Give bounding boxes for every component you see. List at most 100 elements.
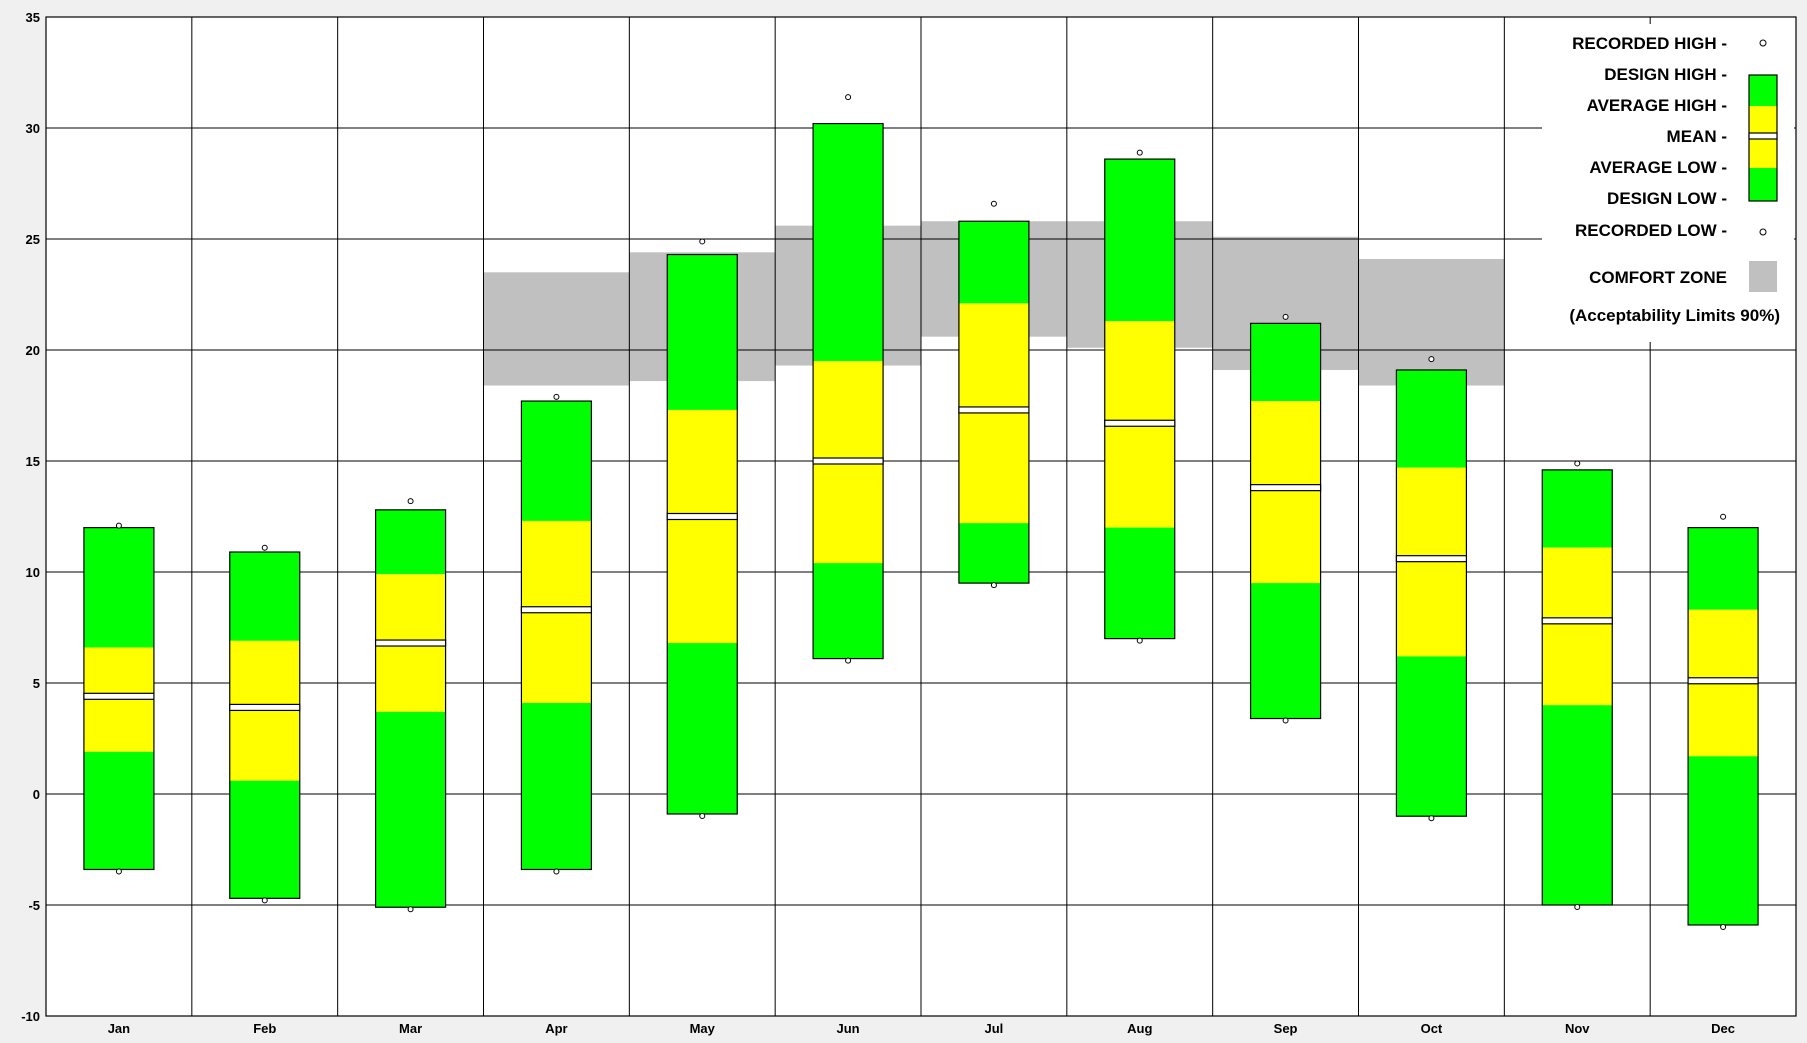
design-low-bar-jun bbox=[813, 563, 884, 659]
mean-marker-feb bbox=[229, 703, 301, 712]
y-tick-label: 35 bbox=[26, 10, 40, 25]
recorded-low-point-jul bbox=[990, 582, 997, 589]
mean-marker-aug bbox=[1104, 419, 1176, 427]
design-low-bar-oct bbox=[1396, 656, 1467, 817]
recorded-low-point-nov bbox=[1574, 904, 1581, 910]
y-tick-label: 15 bbox=[26, 454, 40, 469]
legend-label-acceptability: (Acceptability Limits 90%) bbox=[1569, 306, 1780, 325]
legend-average-low-swatch bbox=[1749, 136, 1777, 168]
legend-mean-swatch bbox=[1748, 132, 1778, 140]
recorded-high-point-feb bbox=[261, 544, 268, 551]
design-low-bar-nov bbox=[1542, 705, 1613, 905]
legend-label-average-high: AVERAGE HIGH - bbox=[1587, 96, 1727, 115]
recorded-high-point-may bbox=[699, 238, 706, 245]
mean-marker-sep bbox=[1249, 484, 1322, 492]
design-high-bar-sep bbox=[1250, 323, 1321, 402]
recorded-low-point-dec bbox=[1720, 923, 1727, 930]
x-tick-label-sep: Sep bbox=[1274, 1021, 1298, 1036]
y-tick-label: 30 bbox=[26, 121, 40, 136]
design-high-bar-jun bbox=[813, 123, 884, 362]
x-tick-label-jun: Jun bbox=[837, 1021, 860, 1036]
design-low-bar-dec bbox=[1688, 756, 1759, 925]
mean-marker-oct bbox=[1395, 555, 1468, 563]
mean-marker-dec bbox=[1687, 677, 1759, 685]
plot-border bbox=[45, 16, 1797, 1017]
recorded-low-point-jun bbox=[845, 657, 852, 664]
recorded-high-point-dec bbox=[1720, 513, 1727, 520]
recorded-high-point-mar bbox=[407, 498, 414, 505]
x-tick-label-oct: Oct bbox=[1421, 1021, 1443, 1036]
mean-marker-jun bbox=[812, 457, 884, 465]
legend-recorded-high-swatch bbox=[1759, 39, 1767, 47]
average-range-bar-nov bbox=[1542, 547, 1613, 706]
design-low-bar-mar bbox=[375, 711, 446, 908]
mean-marker-may bbox=[666, 512, 738, 521]
design-low-bar-jul bbox=[958, 523, 1029, 584]
design-low-bar-apr bbox=[521, 702, 592, 870]
comfort-zone-band-apr bbox=[483, 272, 630, 386]
legend-label-recorded-low: RECORDED LOW - bbox=[1575, 221, 1727, 240]
recorded-low-point-feb bbox=[261, 897, 268, 904]
mean-marker-nov bbox=[1541, 617, 1613, 625]
y-tick-label: 0 bbox=[33, 787, 40, 802]
y-tick-label: -5 bbox=[28, 898, 40, 913]
y-tick-label: 10 bbox=[26, 565, 40, 580]
comfort-zone-band-oct bbox=[1358, 258, 1505, 386]
mean-marker-apr bbox=[520, 606, 593, 614]
y-tick-label: 5 bbox=[33, 676, 40, 691]
legend-label-design-high: DESIGN HIGH - bbox=[1604, 65, 1727, 84]
legend-design-high-swatch bbox=[1749, 75, 1777, 106]
x-tick-label-feb: Feb bbox=[253, 1021, 276, 1036]
recorded-high-point-apr bbox=[553, 393, 560, 400]
legend: RECORDED HIGH - DESIGN HIGH - AVERAGE HI… bbox=[1542, 24, 1794, 342]
legend-comfort-zone-swatch bbox=[1749, 261, 1777, 292]
design-low-bar-sep bbox=[1250, 583, 1321, 719]
design-low-bar-feb bbox=[229, 780, 300, 899]
recorded-low-point-apr bbox=[553, 868, 560, 875]
recorded-high-point-nov bbox=[1574, 460, 1581, 467]
mean-marker-jan bbox=[83, 692, 155, 700]
recorded-low-point-mar bbox=[407, 906, 414, 913]
design-low-bar-may bbox=[667, 643, 738, 814]
x-tick-label-may: May bbox=[690, 1021, 716, 1036]
x-tick-label-mar: Mar bbox=[399, 1021, 422, 1036]
legend-label-average-low: AVERAGE LOW - bbox=[1589, 158, 1727, 177]
design-high-bar-jan bbox=[83, 527, 154, 648]
design-high-bar-nov bbox=[1542, 469, 1613, 548]
x-tick-label-apr: Apr bbox=[545, 1021, 567, 1036]
recorded-low-point-may bbox=[699, 812, 706, 819]
recorded-high-point-sep bbox=[1282, 313, 1289, 320]
x-tick-label-dec: Dec bbox=[1711, 1021, 1735, 1036]
mean-marker-jul bbox=[958, 406, 1030, 414]
average-range-bar-sep bbox=[1250, 401, 1321, 584]
y-tick-label: 25 bbox=[26, 232, 40, 247]
design-high-bar-dec bbox=[1688, 527, 1759, 610]
mean-marker-mar bbox=[374, 639, 447, 647]
design-high-bar-mar bbox=[375, 509, 446, 575]
recorded-high-point-aug bbox=[1136, 149, 1143, 156]
x-tick-label-jan: Jan bbox=[108, 1021, 130, 1036]
y-tick-label: 20 bbox=[26, 343, 40, 358]
design-low-bar-jan bbox=[83, 751, 154, 870]
average-range-bar-may bbox=[667, 409, 738, 644]
recorded-high-point-oct bbox=[1428, 356, 1435, 363]
design-high-bar-oct bbox=[1396, 369, 1467, 468]
legend-label-recorded-high: RECORDED HIGH - bbox=[1572, 34, 1727, 53]
legend-label-mean: MEAN - bbox=[1667, 127, 1727, 146]
recorded-high-point-jun bbox=[845, 94, 852, 101]
design-low-bar-aug bbox=[1104, 527, 1175, 639]
design-high-bar-aug bbox=[1104, 159, 1175, 322]
legend-average-high-swatch bbox=[1749, 106, 1777, 136]
recorded-high-point-jul bbox=[990, 200, 997, 207]
legend-label-comfort-zone: COMFORT ZONE bbox=[1589, 268, 1727, 287]
recorded-high-point-jan bbox=[115, 522, 122, 529]
legend-label-design-low: DESIGN LOW - bbox=[1607, 189, 1727, 208]
design-high-bar-apr bbox=[521, 401, 592, 521]
legend-design-low-swatch bbox=[1749, 168, 1777, 201]
design-high-bar-feb bbox=[229, 552, 300, 641]
x-tick-label-aug: Aug bbox=[1127, 1021, 1152, 1036]
x-tick-label-jul: Jul bbox=[985, 1021, 1004, 1036]
recorded-low-point-sep bbox=[1282, 717, 1289, 724]
